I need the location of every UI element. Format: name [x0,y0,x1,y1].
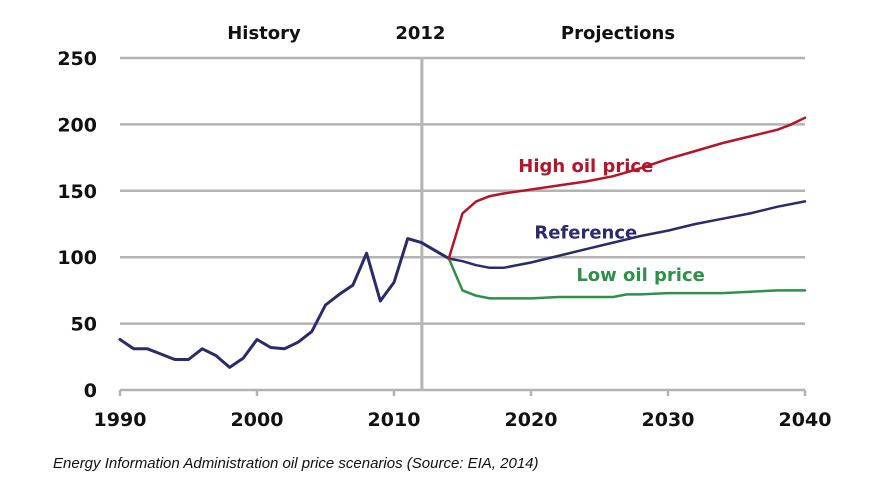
series-line-low [447,257,807,300]
series-line-reference [447,200,807,270]
y-tick-label-0: 0 [84,380,97,402]
section-label-projections: Projections [561,23,675,44]
series-lines [118,116,807,369]
gridlines [120,56,805,325]
y-tick-label-100: 100 [57,247,97,269]
series-label-low: Low oil price [576,265,705,286]
section-label-2012: 2012 [395,23,445,44]
y-tick-label-250: 250 [57,48,97,70]
y-tick-label-200: 200 [57,114,97,136]
series-label-high: High oil price [518,156,653,177]
x-axis [118,388,807,396]
x-tick-label-1990: 1990 [94,409,147,431]
x-tick-label-2040: 2040 [779,409,832,431]
x-tick-labels: 1990 2000 2010 2020 2030 2040 [94,409,832,431]
series-line-high [447,116,807,260]
y-tick-labels: 0 50 100 150 200 250 [57,48,97,402]
y-tick-label-150: 150 [57,181,97,203]
y-tick-label-50: 50 [71,314,97,336]
series-label-reference: Reference [534,223,637,244]
figure-caption: Energy Information Administration oil pr… [53,455,539,472]
x-tick-label-2000: 2000 [231,409,284,431]
section-label-history: History [227,23,301,44]
x-tick-label-2030: 2030 [642,409,695,431]
series-labels: High oil price Reference Low oil price [518,156,705,286]
x-tick-label-2020: 2020 [505,409,558,431]
series-line-history [118,237,451,369]
oil-price-chart: 0 50 100 150 200 250 1990 2000 2010 2020 2030 2040… [57,23,832,431]
x-tick-label-2010: 2010 [368,409,421,431]
